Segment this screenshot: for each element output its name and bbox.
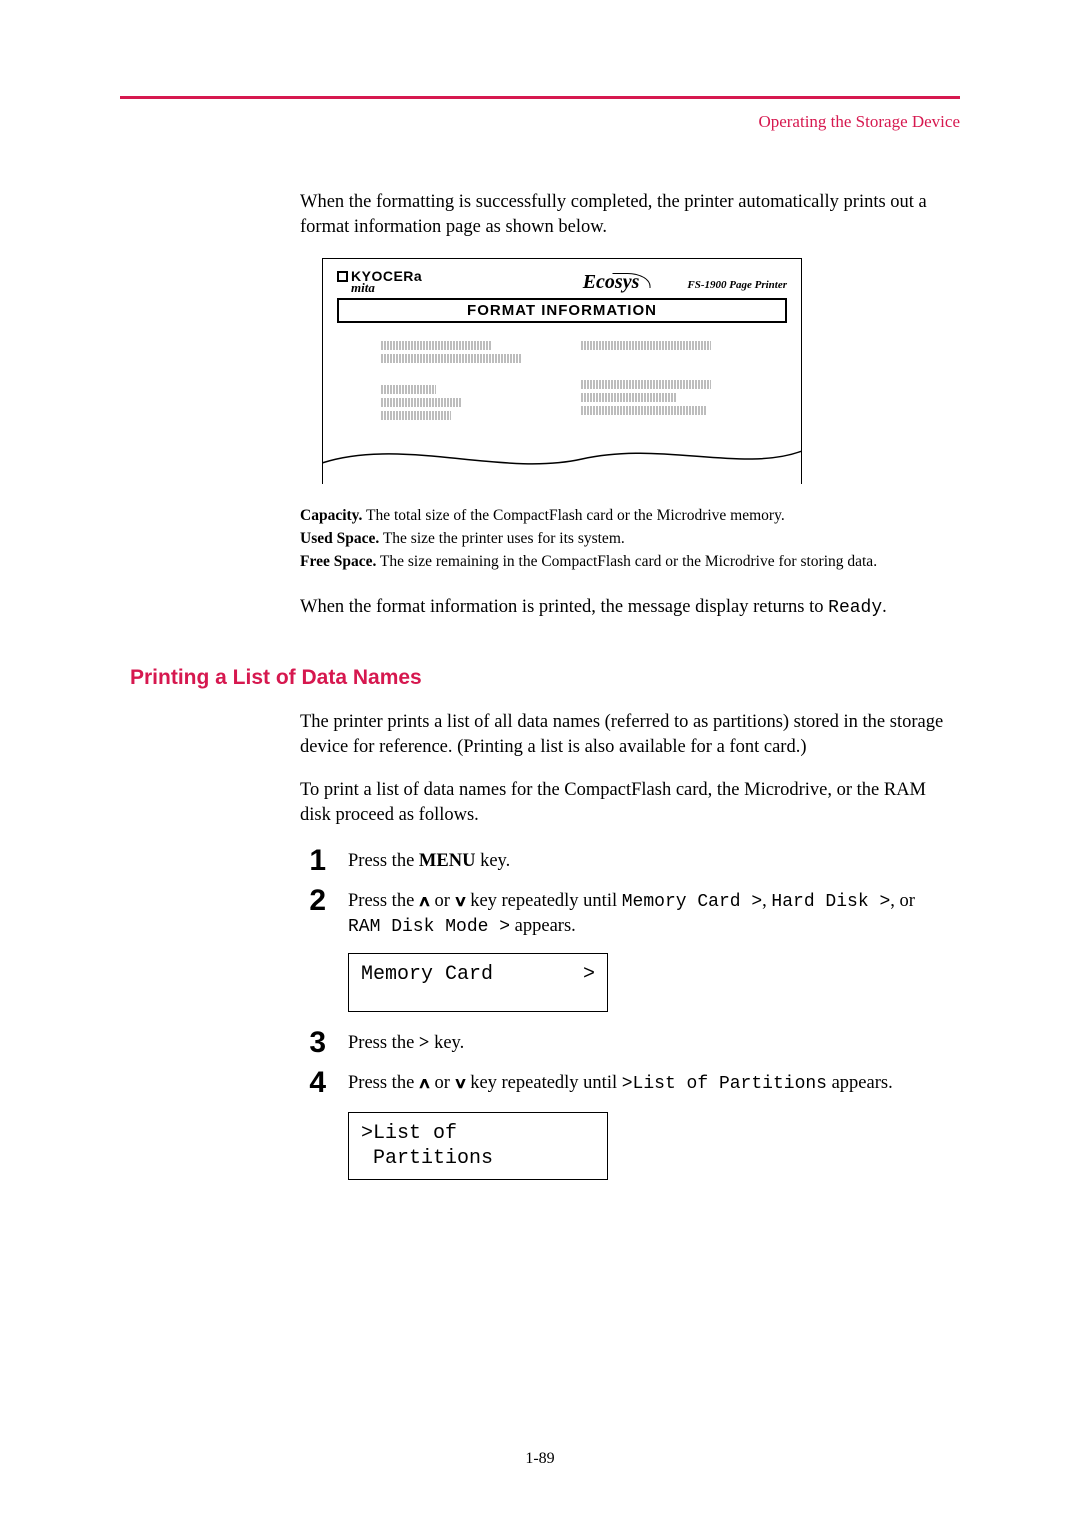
redacted-line	[581, 406, 706, 415]
down-chevron-icon: ∨	[453, 1074, 467, 1094]
step-body: Press the ∧ or ∨ key repeatedly until Me…	[348, 886, 950, 940]
def-text: The total size of the CompactFlash card …	[362, 507, 784, 524]
up-chevron-icon: ∧	[417, 1074, 431, 1094]
ecosys-block: Ecosys FS-1900 Page Printer	[583, 271, 787, 294]
figure-body	[337, 341, 787, 438]
page-number: 1-89	[0, 1450, 1080, 1468]
redacted-line	[381, 341, 491, 350]
mono-text: Memory Card >	[622, 892, 762, 912]
text: , or	[890, 891, 915, 911]
redacted-line	[581, 380, 711, 389]
def-free: Free Space. The size remaining in the Co…	[300, 552, 950, 573]
lcd-display-2: >List of Partitions	[348, 1112, 608, 1180]
text: appears.	[827, 1073, 893, 1093]
text: Press the	[348, 851, 419, 871]
redacted-line	[381, 385, 436, 394]
def-label: Free Space.	[300, 553, 376, 570]
spacer	[581, 372, 711, 376]
def-used: Used Space. The size the printer uses fo…	[300, 529, 950, 550]
step-number: 4	[300, 1068, 326, 1098]
text: key repeatedly until	[466, 1073, 622, 1093]
step-body: Press the ∧ or ∨ key repeatedly until >L…	[348, 1068, 950, 1096]
after-defs-paragraph: When the format information is printed, …	[300, 595, 950, 620]
figure-title: FORMAT INFORMATION	[337, 298, 787, 323]
text: key.	[475, 851, 510, 871]
text: When the format information is printed, …	[300, 597, 828, 617]
def-text: The size remaining in the CompactFlash c…	[376, 553, 877, 570]
figure-col-left	[381, 341, 521, 420]
text: .	[882, 597, 887, 617]
menu-key-label: MENU	[419, 851, 476, 871]
def-capacity: Capacity. The total size of the CompactF…	[300, 506, 950, 527]
up-chevron-icon: ∧	[417, 892, 431, 912]
step-2: 2 Press the ∧ or ∨ key repeatedly until …	[300, 886, 950, 940]
text: appears.	[510, 916, 576, 936]
ready-mono: Ready	[828, 598, 882, 618]
paragraph-2: The printer prints a list of all data na…	[300, 710, 950, 760]
model-label: FS-1900 Page Printer	[687, 279, 787, 291]
step-number: 2	[300, 886, 326, 916]
tear-edge	[323, 438, 801, 484]
page: Operating the Storage Device When the fo…	[0, 0, 1080, 1528]
figure-header: KYOCERa mita Ecosys FS-1900 Page Printer	[337, 269, 787, 294]
paragraph-3: To print a list of data names for the Co…	[300, 778, 950, 828]
step-1: 1 Press the MENU key.	[300, 846, 950, 876]
definitions: Capacity. The total size of the CompactF…	[300, 506, 950, 573]
text: Press the	[348, 1073, 419, 1093]
step-number: 3	[300, 1028, 326, 1058]
text: or	[430, 891, 455, 911]
text: key.	[429, 1033, 464, 1053]
spacer	[381, 367, 521, 381]
mono-text: RAM Disk Mode >	[348, 917, 510, 937]
logo-square-icon	[337, 271, 348, 282]
tear-curve-icon	[323, 438, 801, 484]
step-number: 1	[300, 846, 326, 876]
format-info-figure: KYOCERa mita Ecosys FS-1900 Page Printer…	[322, 258, 802, 484]
right-key-label: >	[419, 1033, 430, 1053]
def-label: Used Space.	[300, 530, 379, 547]
redacted-line	[381, 411, 451, 420]
text: Press the	[348, 1033, 419, 1053]
brand-sub: mita	[351, 281, 422, 294]
running-head: Operating the Storage Device	[758, 112, 960, 132]
spacer	[581, 354, 711, 368]
figure-frame: KYOCERa mita Ecosys FS-1900 Page Printer…	[322, 258, 802, 484]
def-text: The size the printer uses for its system…	[379, 530, 625, 547]
redacted-line	[581, 393, 676, 402]
lcd-text-right: >	[583, 962, 595, 987]
text: or	[430, 1073, 455, 1093]
main-content-lower: The printer prints a list of all data na…	[300, 710, 950, 1196]
step-body: Press the MENU key.	[348, 846, 950, 874]
def-label: Capacity.	[300, 507, 362, 524]
down-chevron-icon: ∨	[453, 892, 467, 912]
step-4: 4 Press the ∧ or ∨ key repeatedly until …	[300, 1068, 950, 1098]
redacted-line	[381, 398, 461, 407]
intro-paragraph: When the formatting is successfully comp…	[300, 190, 950, 240]
text: Press the	[348, 891, 419, 911]
lcd-text-left: Memory Card	[361, 962, 493, 987]
section-heading: Printing a List of Data Names	[130, 666, 422, 690]
text: key repeatedly until	[466, 891, 622, 911]
lcd-display-1: Memory Card >	[348, 953, 608, 1012]
step-body: Press the > key.	[348, 1028, 950, 1056]
main-content-upper: When the formatting is successfully comp…	[300, 190, 950, 638]
top-rule	[120, 96, 960, 99]
redacted-line	[581, 341, 711, 350]
steps-list: 1 Press the MENU key. 2 Press the ∧ or ∨…	[300, 846, 950, 1181]
mono-text: Hard Disk >	[771, 892, 890, 912]
mono-text: >List of Partitions	[622, 1074, 827, 1094]
step-3: 3 Press the > key.	[300, 1028, 950, 1058]
redacted-line	[381, 354, 521, 363]
figure-col-right	[581, 341, 711, 420]
ecosys-logo: Ecosys	[583, 271, 644, 294]
kyocera-logo: KYOCERa mita	[337, 269, 422, 294]
